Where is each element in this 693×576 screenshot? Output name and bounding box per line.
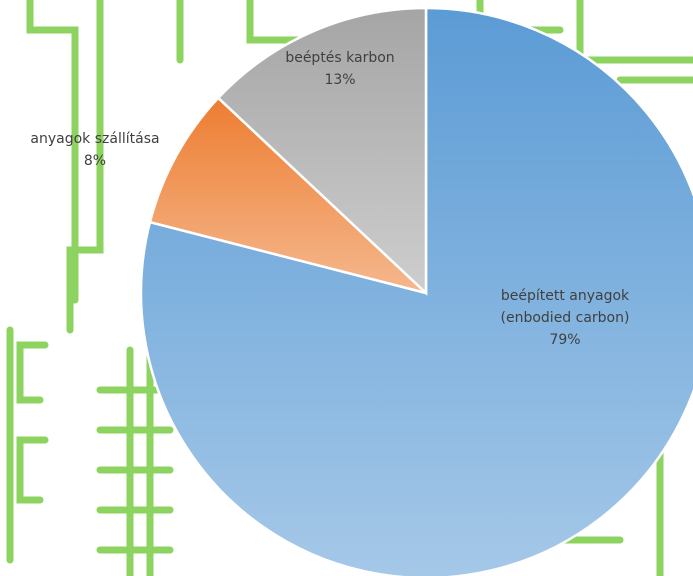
slice-label: anyagok szállítása (30, 131, 159, 147)
slice-label: beéptés karbon (285, 50, 394, 66)
value-label: 13% (324, 72, 355, 88)
pie-slice (216, 6, 428, 296)
slice-label: beépített anyagok (enbodied carbon) (501, 288, 631, 326)
label-line: (enbodied carbon) (501, 310, 630, 326)
label-line: beépített anyagok (501, 288, 630, 304)
label-line: beéptés karbon (285, 50, 394, 66)
pie-slice (148, 96, 427, 295)
pie-slice (139, 6, 693, 576)
label-line: anyagok szállítása (30, 131, 159, 147)
value-label: 8% (84, 153, 106, 169)
value-label: 79% (549, 332, 580, 348)
